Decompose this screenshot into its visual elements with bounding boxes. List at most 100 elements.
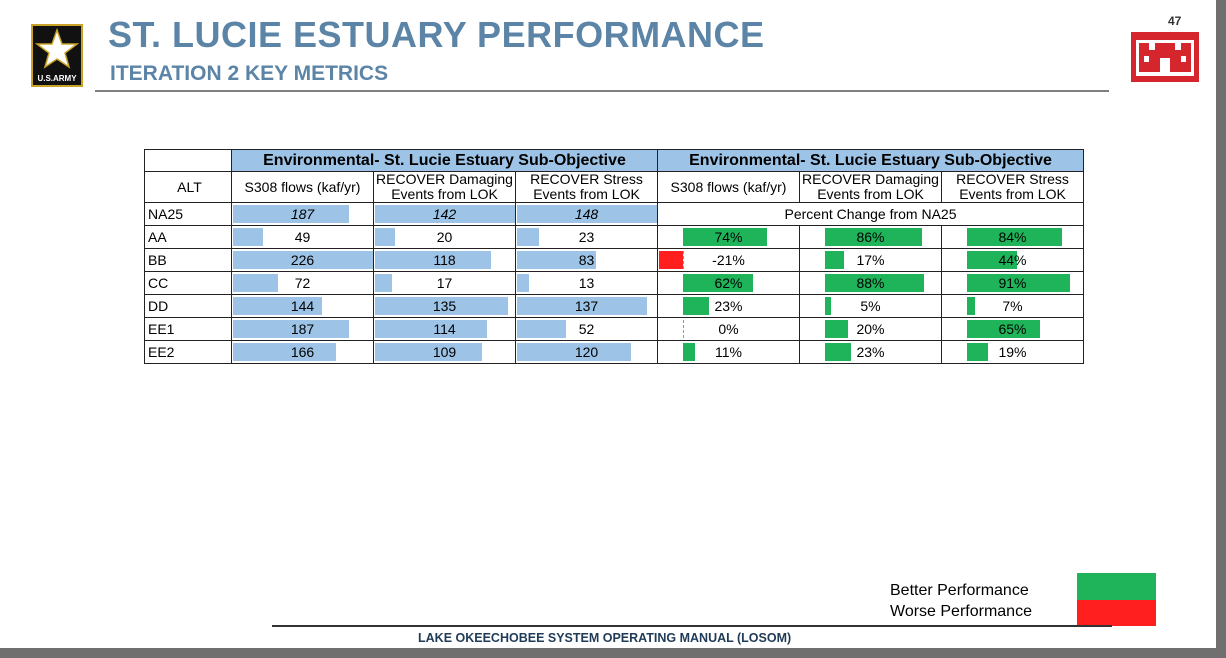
percent-bar <box>825 274 924 292</box>
percent-bar <box>683 274 753 292</box>
percent-bar <box>825 251 844 269</box>
percent-cell: 5% <box>799 294 942 318</box>
value-bar <box>375 320 487 338</box>
percent-cell: 62% <box>657 271 800 295</box>
column-header: RECOVER Stress Events from LOK <box>515 171 658 203</box>
percent-bar <box>967 274 1070 292</box>
percent-bar <box>967 343 988 361</box>
percent-cell: 91% <box>941 271 1084 295</box>
group-header-right: Environmental- St. Lucie Estuary Sub-Obj… <box>657 149 1084 172</box>
cell-value: 20 <box>436 229 453 245</box>
percent-value: 65% <box>998 321 1027 337</box>
value-bar <box>375 297 508 315</box>
group-header-row: Environmental- St. Lucie Estuary Sub-Obj… <box>144 149 1084 172</box>
value-bar <box>233 251 373 269</box>
footer-title: LAKE OKEECHOBEE SYSTEM OPERATING MANUAL … <box>418 631 792 645</box>
percent-value: 7% <box>1002 298 1023 314</box>
value-bar <box>517 251 596 269</box>
cell-value: 187 <box>290 206 315 222</box>
value-bar <box>375 274 392 292</box>
footer-divider <box>272 625 1112 627</box>
cell-value: 148 <box>574 206 599 222</box>
zero-axis <box>683 320 684 338</box>
percent-bar <box>967 228 1062 246</box>
percent-value: 86% <box>856 229 885 245</box>
table-row: EE1 187 114 52 0% 20% 65% <box>144 317 1084 341</box>
data-rows: AA 49 20 23 74% 86% 84% BB 226 118 83 -21% 17% 44% CC 7… <box>144 225 1084 364</box>
cell-value: 23 <box>578 229 595 245</box>
value-bar <box>233 343 336 361</box>
percent-value: 84% <box>998 229 1027 245</box>
percent-bar <box>967 297 975 315</box>
slide: U.S.ARMY ST. LUCIE ESTUARY PERFORMANCE I… <box>0 0 1216 648</box>
usace-castle-logo <box>1131 32 1199 82</box>
title-divider <box>95 90 1109 92</box>
legend-worse-label: Worse Performance <box>890 603 1032 620</box>
percent-value: 20% <box>856 321 885 337</box>
page-subtitle: ITERATION 2 KEY METRICS <box>110 62 389 85</box>
legend-better-label: Better Performance <box>890 582 1029 599</box>
alt-header: ALT <box>144 171 232 203</box>
cell-value: 52 <box>578 321 595 337</box>
column-header: RECOVER Damaging Events from LOK <box>373 171 516 203</box>
percent-change-label: Percent Change from NA25 <box>657 202 1084 226</box>
value-cell: 148 <box>515 202 658 226</box>
column-header: RECOVER Damaging Events from LOK <box>799 171 942 203</box>
cell-value: 135 <box>432 298 457 314</box>
percent-value: 91% <box>998 275 1027 291</box>
column-header-row: ALT S308 flows (kaf/yr) RECOVER Damaging… <box>144 171 1084 203</box>
cell-value: 226 <box>290 252 315 268</box>
value-bar <box>233 274 278 292</box>
cell-value: 142 <box>432 206 457 222</box>
table-row: DD 144 135 137 23% 5% 7% <box>144 294 1084 318</box>
value-cell: 226 <box>231 248 374 272</box>
table-row: AA 49 20 23 74% 86% 84% <box>144 225 1084 249</box>
value-bar <box>375 251 491 269</box>
percent-cell: 65% <box>941 317 1084 341</box>
percent-value: 23% <box>856 344 885 360</box>
zero-axis <box>683 251 684 269</box>
value-bar <box>517 274 529 292</box>
cell-value: 187 <box>290 321 315 337</box>
alt-label: CC <box>144 271 232 295</box>
percent-value: 62% <box>714 275 743 291</box>
percent-bar <box>683 343 695 361</box>
percent-value: 23% <box>714 298 743 314</box>
table-row: CC 72 17 13 62% 88% 91% <box>144 271 1084 295</box>
percent-cell: 23% <box>799 340 942 364</box>
cell-value: 118 <box>433 252 456 268</box>
value-bar <box>375 228 395 246</box>
value-bar <box>233 320 349 338</box>
percent-bar <box>825 297 831 315</box>
value-cell: 137 <box>515 294 658 318</box>
cell-value: 166 <box>290 344 315 360</box>
legend-worse-swatch <box>1077 600 1156 626</box>
alt-label: NA25 <box>144 202 232 226</box>
column-header: RECOVER Stress Events from LOK <box>941 171 1084 203</box>
percent-cell: -21% <box>657 248 800 272</box>
value-cell: 120 <box>515 340 658 364</box>
percent-bar <box>683 228 767 246</box>
alt-label: EE2 <box>144 340 232 364</box>
value-bar <box>517 297 647 315</box>
percent-value: 44% <box>998 252 1027 268</box>
alt-label: DD <box>144 294 232 318</box>
percent-cell: 0% <box>657 317 800 341</box>
percent-value: -21% <box>712 252 745 268</box>
value-bar <box>517 228 539 246</box>
value-bar <box>517 320 566 338</box>
percent-cell: 23% <box>657 294 800 318</box>
percent-cell: 7% <box>941 294 1084 318</box>
cell-value: 17 <box>436 275 453 291</box>
column-header: S308 flows (kaf/yr) <box>657 171 800 203</box>
value-cell: 118 <box>373 248 516 272</box>
cell-value: 49 <box>294 229 311 245</box>
percent-cell: 17% <box>799 248 942 272</box>
percent-bar <box>659 251 683 269</box>
alt-label: EE1 <box>144 317 232 341</box>
percent-cell: 20% <box>799 317 942 341</box>
value-cell: 23 <box>515 225 658 249</box>
value-bar <box>233 297 322 315</box>
cell-value: 137 <box>574 298 599 314</box>
page-number: 47 <box>1168 14 1182 28</box>
